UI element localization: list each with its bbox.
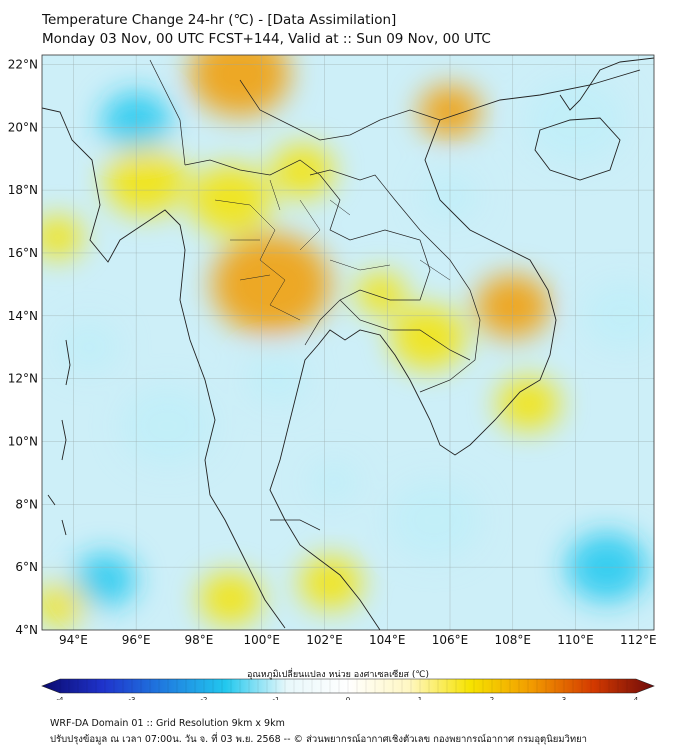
colorbar-tick-label: 3 <box>562 696 566 700</box>
coastline-west <box>42 107 286 629</box>
colorbar-tick-label: 2 <box>490 696 494 700</box>
lat-tick-label: 10°N <box>8 434 38 448</box>
border-myanmar-china <box>149 59 441 166</box>
warm-anomaly-14 <box>271 144 334 198</box>
border-provinces <box>214 179 451 321</box>
map-figure: 94°E 96°E 98°E 100°E 102°E 104°E 106°E 108°E 110… <box>8 54 657 700</box>
lon-tick-label: 104°E <box>369 633 406 647</box>
colorbar-tick-label: 1 <box>418 696 422 700</box>
coastline-hainan <box>534 117 621 181</box>
warm-anomaly-12 <box>211 233 331 336</box>
longitude-labels: 94°E 96°E 98°E 100°E 102°E 104°E 106°E 108°E 110… <box>59 633 657 647</box>
colorbar-label: อุณหภูมิเปลี่ยนแปลง หน่วย องศาเซลเซียส (… <box>246 670 430 680</box>
temperature-field <box>42 55 654 627</box>
warm-anomaly-22 <box>198 571 262 626</box>
colorbar-tick-label: -3 <box>129 696 136 700</box>
lon-tick-label: 94°E <box>59 633 88 647</box>
latitude-labels: 22°N 20°N 18°N 16°N 14°N 12°N 10°N 8°N 6°N 4°N <box>8 57 38 637</box>
cool-anomaly-7 <box>387 480 482 561</box>
map-subtitle: Monday 03 Nov, 00 UTC FCST+144, Valid at… <box>42 31 491 47</box>
lat-tick-label: 18°N <box>8 183 38 197</box>
lat-tick-label: 20°N <box>8 120 38 134</box>
border-laos-vietnam <box>309 169 481 393</box>
colorbar-tick-label: -1 <box>273 696 280 700</box>
colorbar-tick-label: -2 <box>201 696 208 700</box>
coastline-peninsula <box>269 344 381 630</box>
warm-anomaly-21 <box>42 583 86 627</box>
lon-tick-label: 108°E <box>495 633 532 647</box>
warm-anomaly-19 <box>104 146 187 216</box>
warm-anomaly-13 <box>189 164 272 235</box>
warm-anomaly-17 <box>390 305 466 370</box>
map-frame <box>41 54 655 631</box>
lon-tick-label: 100°E <box>243 633 280 647</box>
warm-anomaly-20 <box>42 215 83 259</box>
lon-tick-label: 98°E <box>184 633 213 647</box>
colorbar-tick-label: 4 <box>634 696 639 700</box>
lon-tick-label: 102°E <box>306 633 343 647</box>
lat-tick-label: 6°N <box>15 560 38 574</box>
colorbar-steps <box>59 679 628 693</box>
cool-anomaly-10 <box>308 460 359 504</box>
colorbar-ramp <box>41 678 655 694</box>
cool-anomaly-5 <box>73 553 137 607</box>
colorbar: -4 -3 -2 -1 0 1 2 3 4 <box>41 678 655 700</box>
lon-tick-label: 112°E <box>620 633 657 647</box>
map-gridlines <box>42 55 654 630</box>
map-title: Temperature Change 24-hr (℃) - [Data Ass… <box>42 12 397 28</box>
lat-tick-label: 4°N <box>15 623 38 637</box>
colorbar-tick-label: -4 <box>57 696 65 700</box>
border-malaysia <box>270 519 321 531</box>
coastline-china <box>559 57 654 111</box>
lat-tick-label: 8°N <box>15 497 38 511</box>
map-boundaries <box>42 57 654 630</box>
warm-anomaly-18 <box>497 377 560 431</box>
lon-tick-label: 110°E <box>557 633 594 647</box>
border-cambodia <box>339 299 471 361</box>
border-thailand <box>184 159 431 346</box>
footer-credits: ปรับปรุงข้อมูล ณ เวลา 07:00น. วัน จ. ที่… <box>50 734 588 745</box>
coastline-andaman <box>47 339 71 536</box>
warm-anomaly-24 <box>355 272 407 316</box>
coastline-east <box>317 69 641 456</box>
lat-tick-label: 14°N <box>8 309 38 323</box>
warm-anomaly-11 <box>189 55 290 117</box>
colorbar-ticks: -4 -3 -2 -1 0 1 2 3 4 <box>57 696 639 700</box>
lat-tick-label: 16°N <box>8 246 38 260</box>
lon-tick-label: 106°E <box>432 633 469 647</box>
cool-anomaly-4 <box>120 385 215 466</box>
colorbar-tick-label: 0 <box>346 696 350 700</box>
footer-model-info: WRF-DA Domain 01 :: Grid Resolution 9km … <box>50 718 285 729</box>
lon-tick-label: 96°E <box>122 633 151 647</box>
lat-tick-label: 12°N <box>8 372 38 386</box>
lat-tick-label: 22°N <box>8 57 38 71</box>
warm-anomaly-23 <box>299 556 363 610</box>
